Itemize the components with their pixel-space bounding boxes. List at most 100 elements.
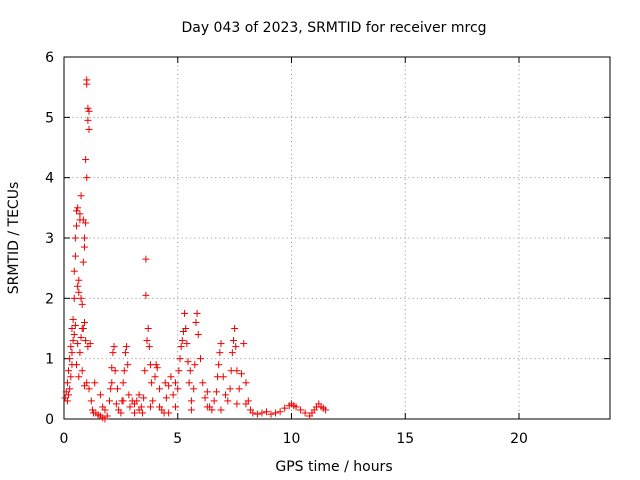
data-point <box>228 349 236 357</box>
data-point <box>235 385 243 393</box>
data-point <box>83 174 91 182</box>
data-point <box>208 406 216 414</box>
data-point <box>212 388 220 396</box>
data-point <box>118 397 126 405</box>
data-point <box>121 349 129 357</box>
data-point <box>74 204 82 212</box>
data-point <box>79 325 87 332</box>
data-point <box>73 222 81 230</box>
data-point <box>82 156 90 164</box>
data-point <box>85 385 93 393</box>
data-point <box>123 343 131 351</box>
data-point <box>215 361 223 369</box>
data-point <box>181 309 189 317</box>
data-point <box>70 331 78 339</box>
data-point <box>249 409 257 417</box>
data-point <box>187 397 195 405</box>
data-point <box>71 321 79 329</box>
data-point <box>126 403 134 411</box>
data-point <box>229 337 237 345</box>
grid-lines <box>64 57 610 419</box>
data-point <box>71 234 79 242</box>
data-point <box>216 349 224 357</box>
data-point <box>152 361 160 369</box>
y-tick-label: 4 <box>45 171 54 187</box>
data-point <box>75 276 83 284</box>
y-tick-label: 2 <box>45 291 54 307</box>
data-point <box>76 349 84 357</box>
data-point <box>85 107 93 115</box>
y-axis-label: SRMTID / TECUs <box>6 182 22 295</box>
data-point <box>83 76 91 84</box>
data-point <box>177 343 185 351</box>
data-point <box>301 409 309 417</box>
data-point <box>233 400 241 408</box>
data-point <box>148 379 156 387</box>
data-point <box>193 309 201 317</box>
data-point <box>79 258 87 266</box>
x-axis-label: GPS time / hours <box>275 459 392 475</box>
data-point <box>149 397 157 405</box>
data-point <box>178 337 186 345</box>
data-point <box>66 385 74 393</box>
data-point <box>108 379 116 387</box>
data-point <box>108 364 116 372</box>
data-point <box>203 388 211 396</box>
data-point <box>217 340 225 348</box>
data-point <box>138 409 146 417</box>
data-point <box>232 343 240 351</box>
data-point <box>190 385 198 393</box>
data-point <box>69 315 77 323</box>
data-point <box>125 391 133 399</box>
data-point <box>66 355 74 363</box>
data-point <box>80 243 88 251</box>
data-point <box>242 400 250 408</box>
data-point <box>185 379 193 387</box>
data-point <box>106 397 113 405</box>
data-point <box>267 410 275 418</box>
data-point <box>297 406 305 414</box>
data-point <box>153 364 161 372</box>
data-point <box>143 337 151 345</box>
data-point <box>217 406 225 414</box>
data-point <box>101 406 109 414</box>
data-point <box>171 379 179 387</box>
data-point <box>75 373 83 381</box>
data-point <box>96 391 104 399</box>
data-point <box>226 385 234 393</box>
x-tick-label: 10 <box>283 431 301 447</box>
data-point <box>182 325 190 332</box>
data-point <box>78 367 86 375</box>
data-point <box>74 340 82 348</box>
axis-ticks: 0 5 10 15 20 0 1 2 3 4 5 6 <box>45 50 610 447</box>
data-point <box>84 343 92 351</box>
data-point <box>165 409 173 417</box>
x-tick-label: 5 <box>173 431 182 447</box>
data-point <box>231 325 239 332</box>
data-point <box>124 361 132 369</box>
data-point <box>75 288 83 296</box>
data-point <box>131 409 139 417</box>
data-point <box>272 409 280 417</box>
data-point <box>174 385 182 393</box>
data-point <box>107 385 115 393</box>
data-point <box>167 373 175 381</box>
data-point <box>219 373 227 381</box>
data-point <box>137 403 145 411</box>
data-point <box>175 367 183 375</box>
data-point <box>199 379 207 387</box>
data-point <box>240 340 248 348</box>
data-point <box>156 403 164 411</box>
data-point <box>68 349 76 357</box>
data-point <box>80 318 88 326</box>
data-point <box>70 267 78 275</box>
data-point <box>67 373 75 381</box>
data-point <box>117 409 125 417</box>
x-tick-label: 0 <box>60 431 69 447</box>
data-point <box>85 125 93 133</box>
data-point <box>120 367 128 375</box>
data-point <box>142 291 150 299</box>
data-point <box>84 104 92 112</box>
data-point <box>197 355 204 363</box>
